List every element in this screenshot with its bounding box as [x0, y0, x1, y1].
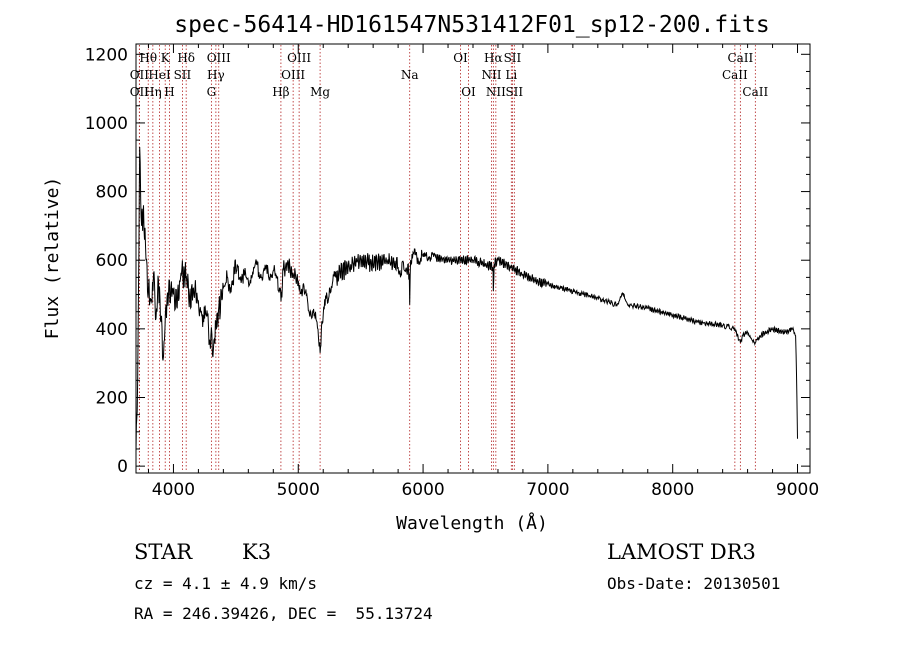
object-subclass: K3	[242, 540, 271, 564]
y-tick-label-0: 0	[117, 457, 128, 477]
x-axis-label: Wavelength (Å)	[396, 512, 548, 534]
y-axis-label: Flux (relative)	[42, 177, 63, 340]
line-label-7: SII	[174, 68, 192, 82]
line-label-24: SII	[505, 85, 523, 99]
line-label-19: NII	[481, 68, 501, 82]
line-label-25: CaII	[722, 68, 748, 82]
x-tick-label-3: 7000	[526, 480, 569, 500]
line-label-5: K	[161, 51, 171, 65]
x-tick-label-0: 4000	[152, 480, 195, 500]
y-tick-label-4: 800	[96, 183, 128, 203]
line-label-4: HeI	[148, 68, 171, 82]
y-tick-label-1: 200	[96, 388, 128, 408]
line-label-17: OI	[453, 51, 468, 65]
observation-date: Obs-Date: 20130501	[607, 574, 780, 593]
line-label-13: OIII	[281, 68, 305, 82]
line-label-0: OII	[130, 68, 150, 82]
y-tick-label-2: 400	[96, 320, 128, 340]
line-label-27: CaII	[742, 85, 768, 99]
line-label-11: OIII	[207, 51, 231, 65]
line-label-8: Hδ	[177, 51, 195, 65]
y-tick-label-5: 1000	[85, 114, 128, 134]
line-label-12: Hβ	[272, 85, 289, 99]
line-label-14: OIII	[287, 51, 311, 65]
chart-title: spec-56414-HD161547N531412F01_sp12-200.f…	[174, 12, 769, 38]
line-label-9: G	[207, 85, 217, 99]
object-class: STAR	[134, 540, 193, 564]
y-tick-label-6: 1200	[85, 45, 128, 65]
spectrum-line	[135, 146, 798, 453]
line-label-20: Hα	[484, 51, 503, 65]
line-label-18: OI	[461, 85, 476, 99]
y-tick-label-3: 600	[96, 251, 128, 271]
line-label-1: OII	[130, 85, 150, 99]
line-label-23: SII	[504, 51, 522, 65]
line-label-16: Na	[401, 68, 419, 82]
survey-name: LAMOST DR3	[607, 540, 756, 564]
ra-dec-coordinates: RA = 246.39426, DEC = 55.13724	[134, 604, 433, 623]
redshift-cz: cz = 4.1 ± 4.9 km/s	[134, 574, 317, 593]
line-label-10: Hγ	[207, 68, 225, 82]
plot-frame	[135, 43, 811, 474]
x-tick-label-4: 8000	[651, 480, 694, 500]
line-label-6: H	[164, 85, 174, 99]
spectral-line-labels: OIIOIIHθHηHeIKHSIIHδGHγOIIIHβOIIIOIIIMgN…	[130, 51, 769, 99]
line-label-3: Hη	[144, 85, 162, 99]
line-label-22: Li	[505, 68, 517, 82]
axis-ticks: 4000 5000 6000 7000 8000 9000 0 200 400 600 800 100…	[85, 44, 819, 500]
line-label-15: Mg	[310, 85, 330, 99]
line-label-21: NII	[486, 85, 506, 99]
x-tick-label-2: 6000	[401, 480, 444, 500]
x-tick-label-5: 9000	[776, 480, 819, 500]
line-label-26: CaII	[727, 51, 753, 65]
x-tick-label-1: 5000	[277, 480, 320, 500]
line-label-2: Hθ	[139, 51, 157, 65]
